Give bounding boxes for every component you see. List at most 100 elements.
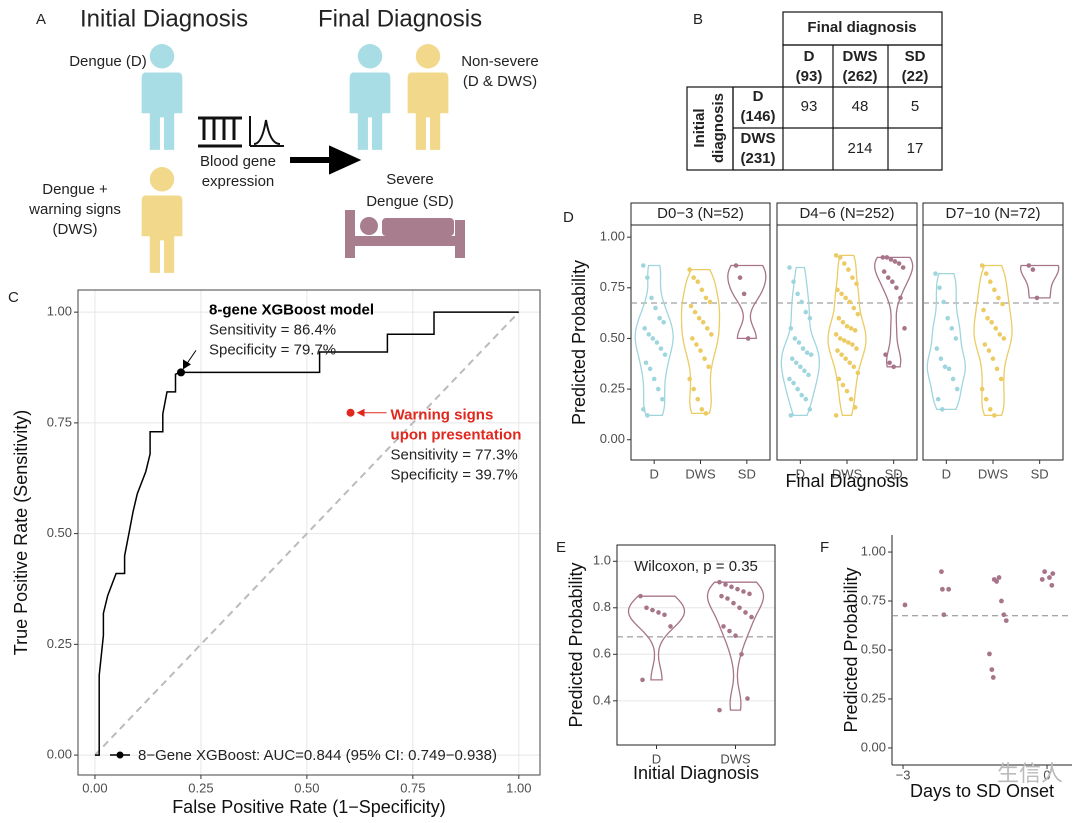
point — [946, 586, 952, 592]
x-tick-label: DWS — [720, 751, 751, 766]
point — [807, 407, 813, 412]
annotation-text: Specificity = 39.7% — [391, 467, 518, 484]
point — [719, 593, 724, 599]
label: Non-severe — [461, 53, 539, 70]
point — [741, 589, 746, 594]
point — [729, 584, 734, 590]
point — [900, 265, 906, 270]
point — [709, 332, 714, 337]
point — [741, 291, 747, 297]
point — [846, 267, 851, 272]
point — [787, 376, 792, 382]
point — [808, 352, 814, 357]
x-tick-label: D — [942, 466, 951, 481]
point — [662, 612, 667, 618]
x-tick-label: 0 — [1043, 767, 1050, 782]
x-axis-title: False Positive Rate (1−Specificity) — [172, 797, 446, 817]
violin — [874, 256, 914, 368]
point — [793, 360, 799, 366]
x-tick-label: DWS — [685, 466, 716, 481]
point — [654, 340, 660, 345]
point — [837, 255, 843, 260]
point — [833, 413, 839, 418]
label: Dengue + — [42, 181, 108, 198]
y-tick-label: 0.6 — [593, 646, 611, 661]
x-tick-label: D — [652, 751, 661, 766]
violin — [926, 272, 966, 411]
point — [992, 413, 997, 418]
point — [850, 342, 855, 347]
point — [641, 263, 646, 268]
violin — [1020, 264, 1060, 299]
point — [802, 368, 807, 374]
point — [696, 315, 702, 321]
x-tick-label: 0.00 — [82, 780, 107, 795]
label: (D & DWS) — [463, 73, 537, 90]
y-tick-label: 0.50 — [600, 330, 625, 345]
point — [880, 255, 886, 260]
y-axis-title: True Positive Rate (Sensitivity) — [11, 410, 31, 655]
point — [642, 326, 647, 331]
annotation-text: Sensitivity = 86.4% — [209, 321, 336, 338]
annotation-point — [346, 408, 355, 417]
column-header: SD — [905, 48, 926, 65]
point — [942, 364, 948, 370]
point — [698, 348, 703, 353]
point — [946, 366, 952, 372]
y-tick-label: 1.00 — [861, 543, 886, 558]
violin — [780, 266, 820, 417]
point — [839, 291, 844, 297]
x-tick-label: −3 — [896, 767, 911, 782]
arrow — [290, 145, 362, 175]
point — [844, 388, 850, 394]
point — [992, 287, 997, 293]
y-tick-label: 0.25 — [600, 381, 625, 396]
point — [939, 407, 945, 412]
point — [1030, 267, 1036, 272]
point — [662, 352, 668, 357]
table-side: Initial — [691, 108, 708, 147]
panel-label: C — [8, 289, 19, 306]
x-tick-label: SD — [1031, 466, 1049, 481]
row-header: DWS — [741, 130, 776, 147]
panel-label: E — [556, 539, 566, 556]
x-axis-title: Final Diagnosis — [785, 471, 908, 491]
point — [717, 579, 722, 585]
point — [1042, 569, 1048, 575]
point — [990, 675, 996, 680]
point — [737, 275, 743, 280]
x-tick-label: 0.75 — [400, 780, 425, 795]
point — [837, 336, 843, 341]
x-tick-label: D — [796, 466, 805, 481]
violin — [973, 264, 1013, 417]
point — [1047, 575, 1052, 580]
y-axis-title: Predicted Probability — [569, 260, 589, 425]
x-tick-label: 0.25 — [188, 780, 213, 795]
y-tick-label: 1.00 — [47, 304, 72, 319]
point — [699, 407, 705, 412]
point — [691, 275, 697, 280]
point — [896, 261, 902, 266]
facet-title: D0−3 (N=52) — [657, 205, 744, 222]
point — [887, 360, 892, 366]
point — [994, 579, 1000, 584]
legend-label: 8−Gene XGBoost: AUC=0.844 (95% CI: 0.749… — [138, 747, 497, 764]
point — [938, 356, 944, 362]
point — [803, 309, 809, 315]
point — [688, 303, 694, 309]
point — [651, 376, 657, 382]
violin — [634, 264, 674, 417]
point — [892, 259, 898, 264]
point — [997, 332, 1003, 337]
annotation: Wilcoxon, p = 0.35 — [634, 558, 758, 575]
point — [791, 380, 796, 386]
point — [847, 360, 853, 366]
point — [717, 707, 722, 713]
point — [643, 360, 649, 366]
point — [792, 336, 798, 341]
point — [747, 591, 752, 597]
row-header: (146) — [740, 108, 775, 125]
point — [852, 328, 858, 333]
point — [657, 315, 662, 321]
point — [986, 348, 992, 353]
